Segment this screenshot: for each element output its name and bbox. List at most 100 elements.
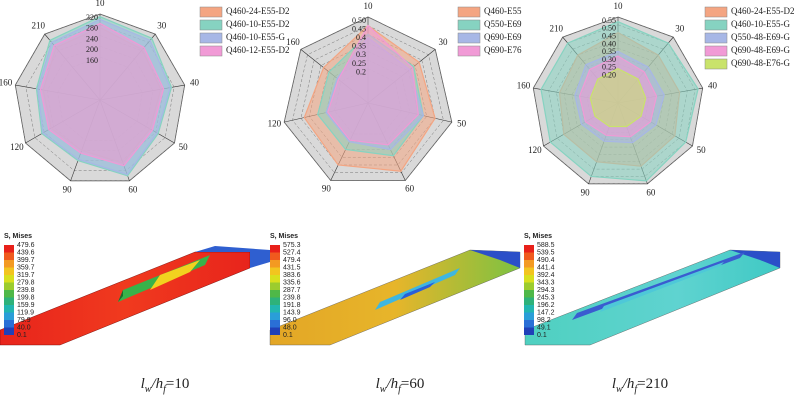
caption: lw/hf=210 xyxy=(612,376,668,395)
axis-label: 90 xyxy=(63,184,73,194)
legend-swatch xyxy=(199,32,223,44)
colorbar-segment xyxy=(524,305,534,313)
legend-label: Q690-48-E76-G xyxy=(731,58,790,68)
colorbar-label: 294.3 xyxy=(537,287,555,294)
grid-ring xyxy=(292,25,444,173)
colorbar-label: 441.4 xyxy=(537,264,555,271)
r-tick-label: 280 xyxy=(86,24,98,33)
axis-label: 10 xyxy=(96,0,106,8)
colorbar-label: 588.5 xyxy=(537,242,555,249)
legend-label: Q690-E69 xyxy=(484,32,522,42)
caption-part: f xyxy=(634,384,638,395)
fe-model xyxy=(524,249,781,346)
axis-label: 50 xyxy=(179,142,189,152)
colorbar-segment xyxy=(270,290,280,298)
colorbar-label: 439.6 xyxy=(17,249,35,256)
grid-ring xyxy=(283,16,453,181)
fe-model xyxy=(269,249,521,346)
colorbar-segment xyxy=(270,245,280,253)
axis-label: 40 xyxy=(708,80,718,90)
colorbar-segment xyxy=(270,320,280,328)
colorbar-label: 49.1 xyxy=(537,324,551,331)
colorbar-segment xyxy=(4,320,14,328)
r-tick-label: 320 xyxy=(86,13,98,22)
colorbar-segment xyxy=(524,327,534,335)
legend-title: S, Mises xyxy=(524,233,552,240)
colorbar-segment xyxy=(270,252,280,260)
axis-label: 60 xyxy=(405,184,415,194)
axis-label: 90 xyxy=(322,184,332,194)
axis-label: 50 xyxy=(457,118,467,128)
r-tick-label: 0.50 xyxy=(352,16,366,25)
colorbar-label: 143.9 xyxy=(283,309,301,316)
colorbar-segment xyxy=(524,275,534,283)
colorbar-label: 191.8 xyxy=(283,302,301,309)
axis-label: 120 xyxy=(528,145,542,155)
colorbar-segment xyxy=(270,275,280,283)
legend-title: S, Mises xyxy=(4,233,32,240)
colorbar-segment xyxy=(4,275,14,283)
caption-part: w xyxy=(380,384,387,395)
legend-label: Q690-48-E69-G xyxy=(731,45,790,55)
colorbar-segment xyxy=(524,252,534,260)
caption-part: =10 xyxy=(166,376,189,392)
colorbar-label: 245.3 xyxy=(537,294,555,301)
axis-label: 50 xyxy=(697,145,707,155)
legend-label: Q460-24-E55-D2 xyxy=(731,6,795,16)
colorbar-label: 0.1 xyxy=(17,332,27,339)
colorbar-label: 0.1 xyxy=(283,332,293,339)
axis-label: 210 xyxy=(550,24,564,34)
series-area xyxy=(327,24,419,146)
legend-swatch xyxy=(457,19,481,31)
caption-part: =210 xyxy=(637,376,668,392)
axis-label: 160 xyxy=(517,80,531,90)
legend-label: Q460-10-E55-D2 xyxy=(226,19,290,29)
r-tick-label: 0.55 xyxy=(602,16,616,25)
caption-part: w xyxy=(616,384,623,395)
caption: lw/hf=10 xyxy=(141,376,190,395)
colorbar-segment xyxy=(524,267,534,275)
colorbar-label: 96.0 xyxy=(283,317,297,324)
caption-part: /h xyxy=(622,376,635,392)
legend-label: Q460-12-E55-D2 xyxy=(226,45,290,55)
r-tick-label: 160 xyxy=(86,56,98,65)
r-tick-label: 0.45 xyxy=(602,31,616,40)
legend-label: Q550-E69 xyxy=(484,19,522,29)
axis-label: 30 xyxy=(439,37,449,47)
fe-model xyxy=(0,246,270,346)
colorbar-segment xyxy=(270,327,280,335)
legend-label: Q460-10-E55-G xyxy=(226,32,285,42)
colorbar-segment xyxy=(524,245,534,253)
r-tick-label: 0.3 xyxy=(356,50,366,59)
colorbar-label: 479.6 xyxy=(17,242,35,249)
caption-part: w xyxy=(145,384,152,395)
axis-label: 60 xyxy=(128,184,138,194)
colorbar-label: 431.5 xyxy=(283,264,301,271)
r-tick-label: 0.35 xyxy=(602,47,616,56)
colorbar-label: 490.4 xyxy=(537,257,555,264)
colorbar-segment xyxy=(270,305,280,313)
r-tick-label: 0.4 xyxy=(356,33,366,42)
legend-swatch xyxy=(704,58,728,70)
caption-part: l xyxy=(141,376,145,392)
r-tick-label: 0.50 xyxy=(602,24,616,33)
legend-label: Q460-E55 xyxy=(484,6,522,16)
colorbar-segment xyxy=(4,305,14,313)
r-tick-label: 0.30 xyxy=(602,55,616,64)
legend-swatch xyxy=(457,45,481,57)
r-tick-label: 0.20 xyxy=(602,71,616,80)
colorbar-label: 199.8 xyxy=(17,294,35,301)
axis-label: 30 xyxy=(675,24,685,34)
colorbar-label: 48.0 xyxy=(283,324,297,331)
axis-label: 60 xyxy=(646,187,656,197)
legend-label: Q460-10-E55-G xyxy=(731,19,790,29)
caption-part: /h xyxy=(150,376,163,392)
colorbar-label: 399.7 xyxy=(17,257,35,264)
legend-swatch xyxy=(199,45,223,57)
axis-label: 120 xyxy=(268,118,282,128)
legend-swatch xyxy=(199,19,223,31)
legend-label: Q460-24-E55-D2 xyxy=(226,6,290,16)
axis-label: 10 xyxy=(614,1,624,11)
colorbar-label: 527.4 xyxy=(283,249,301,256)
